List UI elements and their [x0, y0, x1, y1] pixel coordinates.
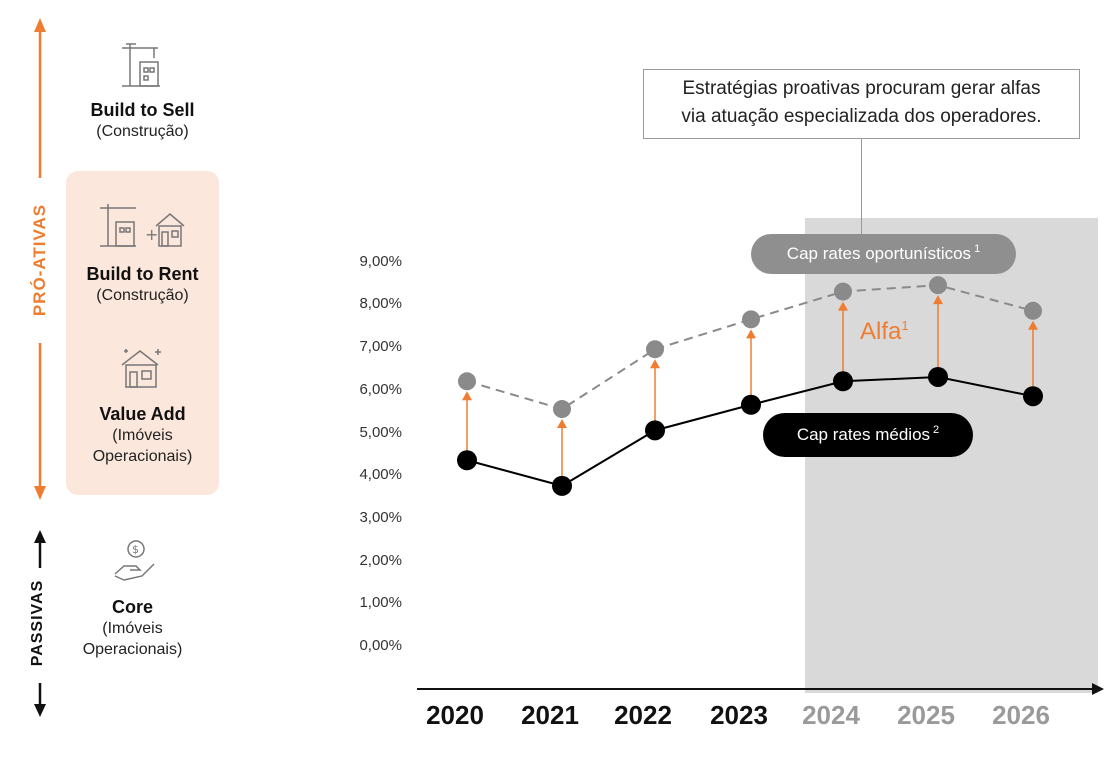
strategy-build-to-rent: Build to Rent (Construção) — [66, 264, 219, 306]
opportunistic-pill: Cap rates oportunísticos 1 — [751, 234, 1016, 274]
average-point — [741, 394, 761, 415]
x-tick-label: 2025 — [897, 700, 955, 730]
strategy-title: Build to Sell — [90, 100, 195, 120]
average-point — [645, 420, 665, 441]
pill-label: Cap rates médios — [796, 425, 931, 444]
svg-text:$: $ — [132, 543, 139, 556]
x-tick-label: 2020 — [426, 700, 484, 730]
alpha-arrow-head — [746, 329, 756, 339]
x-tick-label: 2024 — [802, 700, 860, 730]
opportunistic-point — [1024, 301, 1042, 320]
average-point — [928, 366, 948, 387]
opportunistic-point — [929, 276, 947, 295]
y-tick-label: 7,00% — [359, 338, 402, 356]
strategy-subtitle: (Imóveis — [102, 620, 163, 637]
opportunistic-line — [466, 284, 1034, 411]
y-tick-label: 4,00% — [359, 466, 402, 484]
y-tick-label: 1,00% — [359, 594, 402, 612]
opportunistic-point — [458, 372, 476, 391]
proactive-strategies-callout: Estratégias proativas procuram gerar alf… — [643, 69, 1080, 139]
strategy-subtitle: (Imóveis — [112, 427, 173, 444]
y-tick-label: 6,00% — [359, 380, 402, 398]
y-tick-label: 3,00% — [359, 508, 402, 526]
alpha-arrow-head — [650, 359, 660, 369]
strategy-build-to-sell: Build to Sell (Construção) — [66, 100, 219, 142]
x-axis-arrow — [1092, 683, 1104, 695]
sparkling-house-icon — [121, 349, 161, 388]
y-tick-label: 2,00% — [359, 551, 402, 569]
strategy-core: Core (Imóveis Operacionais) — [56, 597, 209, 660]
callout-line: via atuação especializada dos operadores… — [681, 106, 1042, 127]
y-tick-label: 0,00% — [359, 637, 402, 654]
alfa-label: Alfa1 — [860, 318, 909, 346]
alpha-arrow-head — [1028, 320, 1038, 330]
strategy-title: Core — [111, 597, 153, 617]
x-tick-label: 2021 — [521, 700, 579, 730]
proactive-highlight-panel — [66, 171, 219, 495]
strategy-subtitle: (Construção) — [96, 287, 189, 304]
opportunistic-point — [742, 310, 760, 329]
average-pill: Cap rates médios 2 — [763, 413, 973, 457]
callout-connector — [861, 139, 862, 239]
crane-plus-house-icon: + — [100, 204, 185, 247]
opportunistic-point — [646, 340, 664, 359]
strategy-value-add: Value Add (Imóveis Operacionais) — [66, 404, 219, 467]
opportunistic-point — [834, 282, 852, 301]
y-tick-label: 8,00% — [359, 295, 402, 313]
x-tick-label: 2022 — [614, 700, 672, 730]
y-tick-label: 9,00% — [359, 252, 402, 270]
x-tick-label: 2023 — [710, 700, 768, 730]
strategy-subtitle: Operacionais) — [92, 448, 193, 465]
average-point — [457, 450, 477, 471]
pill-footnote: 2 — [933, 424, 940, 436]
construction-crane-icon — [122, 43, 160, 87]
alpha-arrow-head — [557, 419, 567, 429]
alpha-arrow-head — [933, 295, 943, 305]
alpha-arrow-head — [462, 391, 472, 401]
strategy-subtitle: Operacionais) — [82, 641, 183, 658]
y-tick-label: 5,00% — [359, 423, 402, 441]
x-tick-label: 2026 — [992, 700, 1050, 730]
average-point — [833, 371, 853, 392]
strategy-axis — [34, 18, 46, 717]
alpha-arrow-head — [838, 301, 848, 311]
average-point — [1023, 386, 1043, 407]
strategy-subtitle: (Construção) — [96, 123, 189, 140]
coin-hand-icon: $ — [114, 540, 155, 581]
pill-footnote: 1 — [974, 243, 981, 255]
callout-line: Estratégias proativas procuram gerar alf… — [682, 78, 1041, 99]
alfa-footnote: 1 — [901, 318, 909, 333]
strategy-title: Value Add — [99, 404, 186, 424]
strategy-title: Build to Rent — [86, 264, 199, 284]
average-point — [552, 475, 572, 496]
alfa-text: Alfa — [860, 318, 902, 345]
pill-label: Cap rates oportunísticos — [786, 244, 972, 263]
svg-text:+: + — [145, 225, 158, 244]
opportunistic-point — [553, 400, 571, 419]
